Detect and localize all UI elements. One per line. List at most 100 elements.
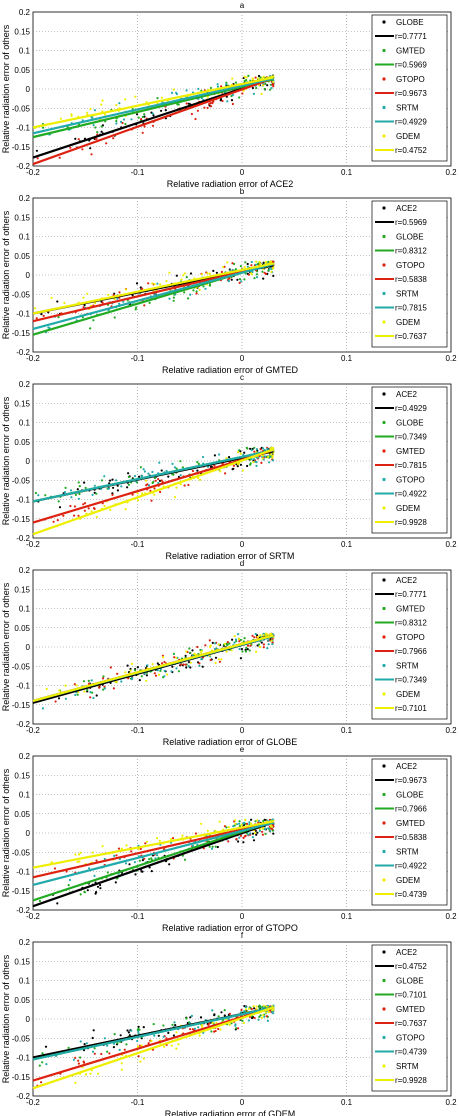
data-point [272,80,275,84]
data-point [95,859,98,862]
data-point [254,76,257,79]
data-point [267,643,270,646]
data-point [220,1011,223,1014]
data-point [262,277,265,280]
data-point [238,281,241,284]
data-point [242,841,245,844]
data-point [213,454,216,457]
legend-entry: GMTED [396,47,425,56]
data-point [75,684,78,687]
data-point [187,665,190,668]
data-point [82,503,85,506]
x-tick-label: -0.1 [131,912,145,921]
data-point [151,470,154,474]
data-point [243,79,246,82]
data-point [187,483,190,487]
data-point [201,1025,204,1028]
data-point [83,690,86,693]
data-point [250,1007,253,1011]
data-point [218,453,221,456]
data-point [234,268,237,271]
data-point [183,858,187,861]
legend-r-value: r=0.4739 [395,890,427,899]
data-point [108,479,112,482]
data-point [147,484,151,487]
data-point [161,662,164,665]
data-point [240,648,243,651]
x-tick-label: 0.2 [445,726,457,735]
fit-line-gdem [32,76,274,129]
data-point [106,871,109,874]
data-point [228,642,231,645]
legend-r-value: r=0.7101 [395,704,427,713]
data-point [115,103,118,107]
data-point [116,484,119,487]
data-point [63,491,67,494]
data-point [172,1034,175,1037]
data-point [180,278,183,281]
data-point [103,504,106,508]
data-point [183,272,186,275]
data-point [189,666,192,669]
data-point [183,291,186,294]
data-point [244,261,247,264]
y-tick-label: 0.15 [14,213,30,222]
y-tick-label: 0.05 [14,624,30,633]
data-point [64,486,67,489]
data-point [142,468,145,471]
data-point [185,276,188,279]
legend-entry: GDEM [396,132,420,141]
data-point [190,112,193,116]
data-point [35,149,39,152]
data-point [261,84,264,87]
data-point [119,120,123,123]
data-point [124,98,127,101]
chart-title: c [240,373,244,382]
data-point [204,287,207,290]
data-point [231,102,234,106]
data-point [268,461,271,464]
data-point [173,466,177,469]
data-point [163,675,166,678]
data-point [116,672,119,675]
data-point [223,1014,226,1017]
data-point [200,1024,204,1027]
legend-entry: GDEM [396,504,420,513]
data-point [200,273,204,276]
data-point [264,827,267,830]
data-point [238,640,241,643]
data-point [198,664,201,667]
data-point [256,635,259,639]
x-tick-label: 0 [240,1098,245,1107]
y-tick-label: 0.15 [14,957,30,966]
y-tick-label: 0.05 [14,996,30,1005]
fit-line-gmted [32,78,274,139]
data-point [53,867,57,870]
y-tick-label: -0.05 [12,476,31,485]
data-point [251,1016,254,1020]
data-point [255,260,258,263]
data-point [123,1048,126,1051]
data-point [259,1006,262,1009]
data-point [258,1015,261,1019]
data-point [131,676,134,680]
data-point [151,663,154,666]
data-point [64,684,67,687]
data-point [254,263,257,266]
data-point [153,1034,156,1037]
data-point [240,1008,243,1012]
y-tick-label: 0 [26,829,31,838]
data-point [257,643,261,646]
legend-marker [382,1035,386,1040]
x-axis-label: Relative radiation error of GMTED [162,365,299,375]
data-point [243,1010,246,1013]
data-point [228,1023,231,1026]
data-point [197,1026,200,1029]
data-point [148,866,151,869]
data-point [45,687,48,691]
data-point [257,1018,260,1021]
data-point [127,1031,130,1034]
x-axis-label: Relative radiation error of GTOPO [162,923,298,933]
data-point [262,634,265,637]
data-point [154,479,157,482]
